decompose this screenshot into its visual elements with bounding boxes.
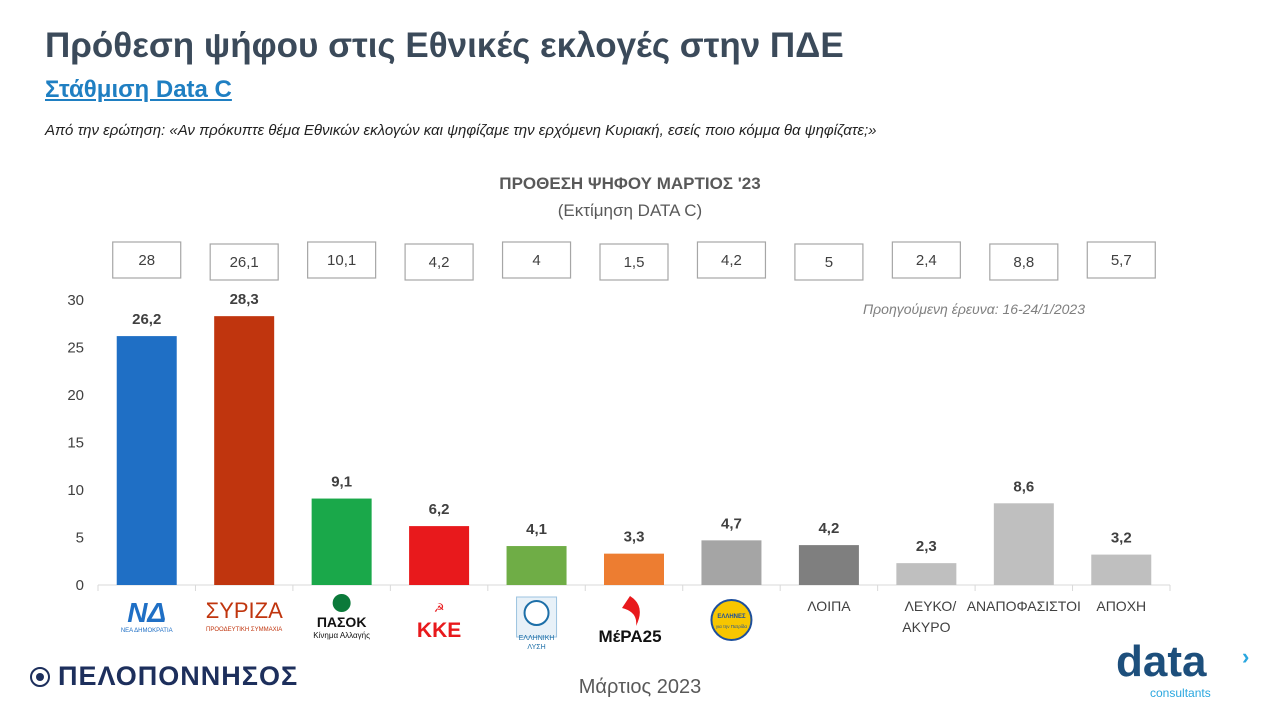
y-tick-label: 30 xyxy=(67,292,84,309)
category-label: ΑΠΟΧΗ xyxy=(1096,598,1146,614)
region-seal-icon xyxy=(30,666,50,687)
previous-value-box xyxy=(599,243,669,281)
previous-value-label: 4,2 xyxy=(721,252,742,269)
bar xyxy=(993,503,1054,585)
previous-value-label: 8,8 xyxy=(1013,254,1034,271)
mera25-logo-icon: ΜέΡΑ25 xyxy=(598,627,661,646)
previous-value-label: 10,1 xyxy=(327,252,356,269)
y-tick-label: 5 xyxy=(76,530,84,547)
bar xyxy=(896,563,957,585)
data-label: 3,3 xyxy=(624,529,645,546)
bar xyxy=(701,540,762,585)
page-title: Πρόθεση ψήφου στις Εθνικές εκλογές στην … xyxy=(45,26,844,65)
data-label: 26,2 xyxy=(132,311,161,328)
previous-value-label: 4,2 xyxy=(429,254,450,271)
bar xyxy=(409,526,470,585)
y-tick-label: 20 xyxy=(67,387,84,404)
bar xyxy=(604,553,664,585)
elliniki-lysi-logo-icon: ΕΛΛΗΝΙΚΗ xyxy=(519,635,555,642)
data-label: 2,3 xyxy=(916,538,937,555)
previous-value-box xyxy=(209,243,279,281)
syriza-logo-subtitle: ΠΡΟΟΔΕΥΤΙΚΗ ΣΥΜΜΑΧΙΑ xyxy=(206,627,282,633)
bar xyxy=(798,545,859,585)
ellines-logo-text: ΕΛΛΗΝΕΣ xyxy=(717,614,746,620)
brand-logo: data › consultants xyxy=(1116,637,1256,701)
previous-value-label: 28 xyxy=(138,252,155,269)
pasok-logo-icon: ΠΑΣΟΚ xyxy=(317,614,367,630)
previous-value-label: 26,1 xyxy=(230,254,259,271)
previous-value-box xyxy=(891,241,961,279)
weighting-link[interactable]: Στάθμιση Data C xyxy=(45,76,232,103)
brand-word: data xyxy=(1116,637,1207,686)
previous-survey-note: Προηγούμενη έρευνα: 16-24/1/2023 xyxy=(863,301,1085,317)
data-label: 4,2 xyxy=(818,520,839,537)
data-label: 4,1 xyxy=(526,521,547,538)
y-tick-label: 15 xyxy=(67,435,84,452)
question-text: Από την ερώτηση: «Αν πρόκυπτε θέμα Εθνικ… xyxy=(45,122,877,139)
previous-value-label: 4 xyxy=(532,252,540,269)
y-tick-label: 10 xyxy=(67,482,84,499)
previous-value-box xyxy=(1086,241,1156,279)
nd-logo-subtitle: ΝΕΑ ΔΗΜΟΚΡΑΤΙΑ xyxy=(121,628,173,634)
y-tick-label: 0 xyxy=(76,577,84,594)
bar xyxy=(311,498,372,585)
region-name: ΠΕΛΟΠΟΝΝΗΣΟΣ xyxy=(58,661,299,691)
previous-value-box xyxy=(501,241,572,279)
previous-value-box xyxy=(696,241,767,279)
kke-hammer-sickle-icon: ☭ xyxy=(434,601,445,615)
bar xyxy=(116,336,177,585)
category-label: ΛΟΙΠΑ xyxy=(807,598,851,614)
ellines-logo-icon xyxy=(710,599,753,641)
data-label: 3,2 xyxy=(1111,530,1132,547)
mera25-swallow-icon xyxy=(622,596,640,626)
previous-value-label: 1,5 xyxy=(624,254,645,271)
data-label: 8,6 xyxy=(1013,478,1034,495)
previous-value-label: 5 xyxy=(825,254,833,271)
elliniki-lysi-compass-icon xyxy=(523,600,550,626)
elliniki-lysi-subtitle: ΛΥΣΗ xyxy=(527,644,545,651)
bar xyxy=(1091,554,1152,585)
region-logo: ΠΕΛΟΠΟΝΝΗΣΟΣ xyxy=(30,661,298,692)
previous-value-box xyxy=(307,241,377,279)
pasok-sun-icon xyxy=(332,594,351,612)
nd-logo-icon: ΝΔ xyxy=(127,597,166,628)
syriza-logo-icon: ΣΥΡΙΖΑ xyxy=(206,598,283,623)
previous-value-label: 2,4 xyxy=(916,252,937,269)
brand-arrow-icon: › xyxy=(1242,644,1250,669)
footer-date: Μάρτιος 2023 xyxy=(578,676,702,698)
data-label: 6,2 xyxy=(429,501,450,518)
category-label: ΛΕΥΚΟ/ xyxy=(905,598,957,614)
chart-title: ΠΡΟΘΕΣΗ ΨΗΦΟΥ ΜΑΡΤΙΟΣ '23 xyxy=(499,174,761,193)
previous-value-box xyxy=(112,241,182,279)
brand-subtitle: consultants xyxy=(1150,686,1211,700)
y-tick-label: 25 xyxy=(67,340,84,357)
previous-value-box xyxy=(989,243,1059,281)
previous-value-box xyxy=(404,243,474,281)
bar xyxy=(214,316,275,585)
ellines-logo-subtitle: για την Πατρίδα xyxy=(716,624,748,629)
chart-subtitle: (Εκτίμηση DATA C) xyxy=(557,201,703,220)
pasok-logo-subtitle: Κίνημα Αλλαγής xyxy=(313,631,370,640)
bar xyxy=(506,546,567,585)
category-label: ΑΚΥΡΟ xyxy=(902,619,950,635)
data-label: 9,1 xyxy=(331,474,352,491)
kke-logo-icon: ΚΚΕ xyxy=(417,619,461,642)
category-label: ΑΝΑΠΟΦΑΣΙΣΤΟΙ xyxy=(967,598,1081,614)
data-label: 4,7 xyxy=(721,515,742,532)
previous-value-label: 5,7 xyxy=(1111,252,1132,269)
data-label: 28,3 xyxy=(230,291,259,308)
previous-value-box xyxy=(794,243,864,281)
